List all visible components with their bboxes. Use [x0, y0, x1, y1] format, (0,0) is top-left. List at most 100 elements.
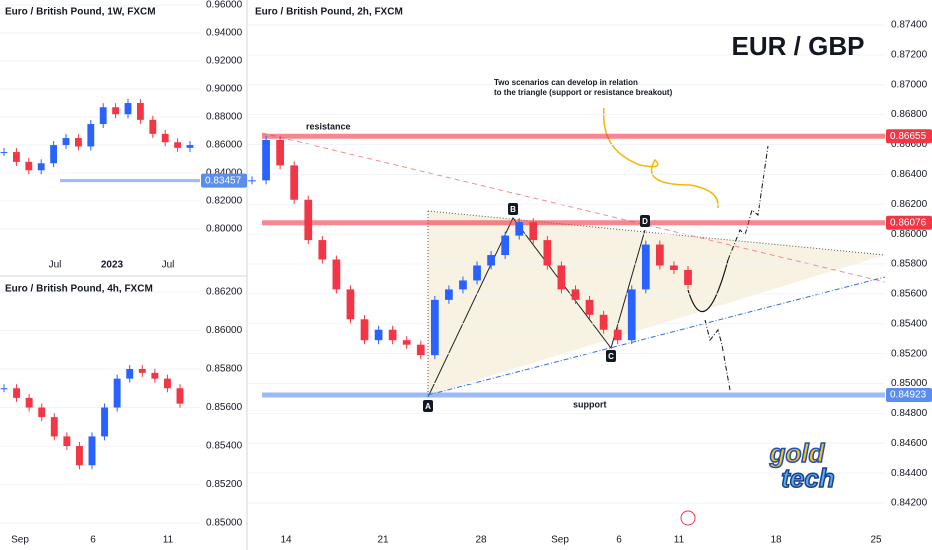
candle [138, 368, 146, 373]
y-tick-label: 0.96000 [206, 0, 243, 11]
y-tick-label: 0.86000 [891, 229, 928, 240]
drawings [0, 0, 886, 550]
level-label: 0.83457 [205, 175, 242, 186]
x-tick-label: 11 [674, 535, 685, 546]
candle [0, 388, 8, 390]
candle [627, 289, 636, 341]
y-tick-label: 0.86200 [891, 199, 928, 210]
candle [37, 163, 45, 171]
x-tick-label: 14 [280, 535, 292, 546]
y-tick-label: 0.87000 [891, 79, 928, 90]
x-tick-label: 6 [616, 535, 622, 546]
note: to the triangle (support or resistance b… [494, 88, 673, 97]
candle [151, 372, 159, 379]
candle [12, 152, 20, 162]
y-tick-label: 0.94000 [206, 28, 243, 39]
point-tag [508, 203, 518, 215]
candle [304, 199, 313, 241]
level-tag [886, 388, 932, 403]
y-tick-label: 0.85000 [891, 378, 928, 389]
level-name: resistance [306, 121, 351, 131]
candle [25, 161, 33, 171]
level-tag [201, 173, 247, 188]
y-tick-label: 0.82000 [206, 196, 243, 207]
candle [613, 329, 622, 341]
candle [388, 329, 397, 341]
level-tag [886, 215, 932, 230]
y-tick-label: 0.86400 [891, 169, 928, 180]
candle [599, 314, 608, 330]
candle [656, 244, 664, 266]
point-label: D [642, 217, 648, 226]
candle [430, 299, 439, 356]
y-tick-label: 0.85000 [206, 518, 243, 529]
candle [176, 388, 184, 404]
candle [585, 299, 594, 315]
candle [501, 235, 510, 256]
x-tick-label: 11 [163, 535, 174, 546]
candle [529, 222, 538, 241]
support-trend [427, 276, 886, 396]
y-tick-label: 0.86000 [206, 325, 243, 336]
y-tick-label: 0.90000 [206, 84, 243, 95]
candle [360, 319, 369, 341]
chart-title: Euro / British Pound, 1W, FXCM [5, 7, 156, 18]
y-tick-label: 0.84000 [206, 168, 243, 179]
candle [113, 378, 121, 408]
y-tick-label: 0.85600 [206, 402, 243, 413]
x-tick-label: 21 [377, 535, 389, 546]
candle [276, 139, 284, 166]
candle [174, 142, 182, 148]
y-tick-label: 0.87200 [891, 49, 928, 60]
y-tick-label: 0.84800 [891, 408, 928, 419]
candle [25, 397, 33, 408]
level-label: 0.86655 [890, 131, 927, 142]
candle [124, 103, 132, 115]
candle [684, 269, 692, 285]
y-tick-label: 0.85400 [206, 441, 243, 452]
logo: gold [769, 438, 826, 468]
x-tick-label: Jul [162, 260, 175, 271]
y-tick-label: 0.84200 [891, 498, 928, 509]
candle [149, 119, 157, 134]
candle [459, 280, 467, 290]
candle [38, 407, 46, 418]
candle [88, 436, 96, 466]
x-tick-label: 25 [870, 535, 882, 546]
candle [473, 265, 481, 281]
candle [515, 222, 524, 236]
y-tick-label: 0.85400 [891, 318, 928, 329]
candle [416, 344, 425, 356]
candle [487, 255, 495, 266]
point-tag [423, 400, 433, 412]
x-tick-label: Jul [49, 260, 62, 271]
level-tag [886, 129, 932, 144]
candle [13, 388, 21, 398]
x-tick-label: 2023 [101, 260, 124, 271]
point-tag [606, 350, 616, 362]
point-label: A [425, 402, 431, 411]
y-tick-label: 0.80000 [206, 224, 243, 235]
candle [670, 265, 678, 270]
y-tick-label: 0.85200 [891, 348, 928, 359]
candle [543, 240, 552, 266]
point-tag [640, 215, 650, 227]
candle [318, 240, 327, 260]
candle [101, 407, 109, 437]
level-label: 0.84923 [890, 390, 927, 401]
y-tick-label: 0.92000 [206, 56, 243, 67]
level-name: support [573, 399, 607, 409]
x-tick-label: Sep [11, 535, 29, 546]
candle [641, 244, 650, 290]
alert-icon[interactable] [680, 510, 696, 526]
y-tick-label: 0.85800 [891, 259, 928, 270]
candle [557, 265, 566, 290]
note: Two scenarios can develop in relation [494, 78, 638, 87]
point-label: C [608, 352, 614, 361]
candle [248, 180, 256, 182]
candle [0, 152, 8, 154]
x-tick-label: 18 [770, 535, 782, 546]
candle [74, 138, 82, 147]
y-tick-label: 0.87400 [891, 20, 928, 31]
